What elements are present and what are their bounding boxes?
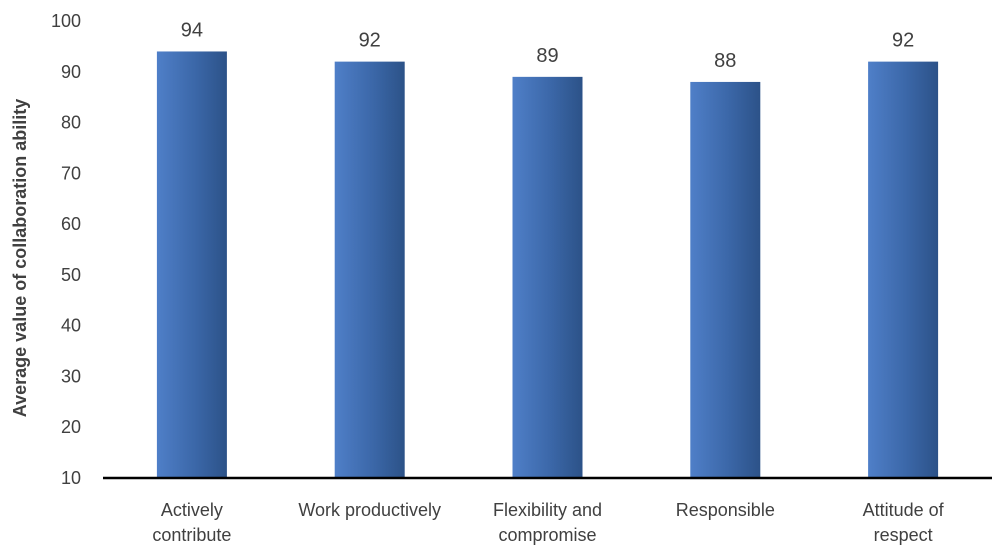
y-tick-label: 40 (61, 316, 81, 336)
data-label: 92 (892, 30, 914, 52)
y-tick-label: 20 (61, 417, 81, 437)
x-tick-label: Flexibility and (493, 500, 602, 520)
y-tick-label: 60 (61, 214, 81, 234)
x-tick-label: Responsible (676, 500, 775, 520)
bar (868, 61, 939, 478)
x-tick-label: Actively (161, 500, 223, 520)
y-tick-label: 50 (61, 265, 81, 285)
data-label: 94 (181, 19, 203, 41)
bar (512, 76, 583, 478)
category-labels: Actively contribute Work productively Flexi… (152, 500, 944, 545)
bar (156, 51, 227, 478)
y-axis-ticks: 10 20 30 40 50 60 70 80 90 100 (51, 11, 81, 488)
data-label: 89 (536, 45, 558, 67)
y-tick-label: 90 (61, 62, 81, 82)
data-label: 92 (359, 30, 381, 52)
data-label: 88 (714, 50, 736, 72)
value-labels: 94 92 89 88 92 (181, 19, 914, 71)
bar (334, 61, 405, 478)
y-tick-label: 70 (61, 163, 81, 183)
bar (690, 81, 761, 478)
bars (156, 51, 939, 478)
y-tick-label: 80 (61, 113, 81, 133)
x-tick-label: compromise (498, 525, 596, 545)
x-tick-label: Work productively (298, 500, 441, 520)
y-tick-label: 30 (61, 366, 81, 386)
x-tick-label: Attitude of (863, 500, 945, 520)
y-tick-label: 100 (51, 11, 81, 31)
x-tick-label: respect (874, 525, 933, 545)
x-tick-label: contribute (152, 525, 231, 545)
y-axis-title: Average value of collaboration ability (10, 99, 30, 417)
y-tick-label: 10 (61, 468, 81, 488)
